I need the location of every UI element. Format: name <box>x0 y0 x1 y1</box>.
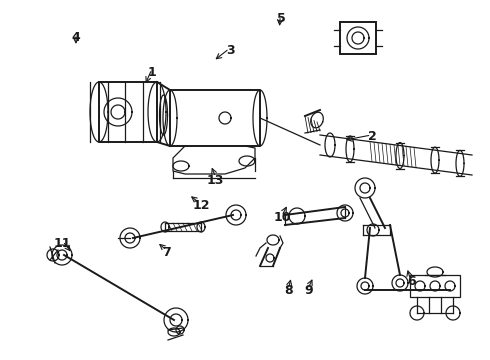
Text: 8: 8 <box>284 284 293 297</box>
Text: 12: 12 <box>192 199 210 212</box>
Bar <box>410 275 460 297</box>
Text: 10: 10 <box>274 211 292 224</box>
Text: 13: 13 <box>207 174 224 186</box>
Text: 1: 1 <box>147 66 156 78</box>
Text: 2: 2 <box>368 130 377 143</box>
Text: 5: 5 <box>277 12 286 24</box>
Text: 6: 6 <box>407 275 416 288</box>
Text: 3: 3 <box>226 44 235 57</box>
Bar <box>340 22 376 54</box>
Text: 11: 11 <box>54 237 72 249</box>
Text: 9: 9 <box>304 284 313 297</box>
Text: 4: 4 <box>72 31 80 44</box>
Text: 7: 7 <box>162 246 171 258</box>
